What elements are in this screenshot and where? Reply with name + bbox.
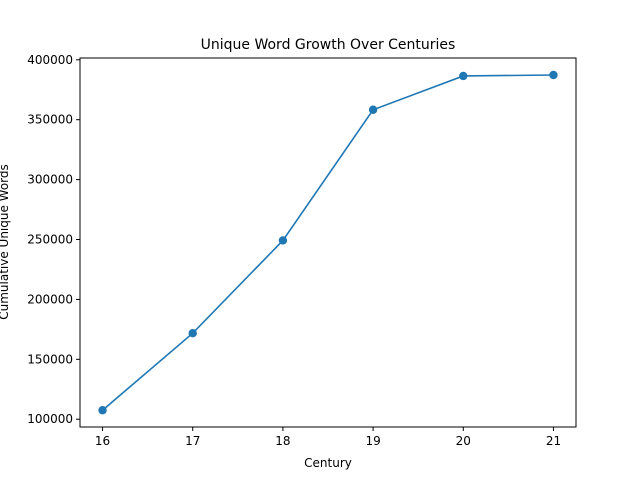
x-tick-label: 17 (185, 434, 200, 448)
data-point (459, 71, 468, 81)
plot-area (80, 58, 576, 427)
x-tick-label: 19 (365, 434, 380, 448)
x-tick-label: 16 (95, 434, 110, 448)
y-tick-label: 350000 (27, 113, 73, 127)
y-tick-label: 300000 (27, 173, 73, 187)
data-point (98, 406, 107, 415)
x-tick-label: 21 (546, 434, 561, 448)
y-tick-label: 400000 (27, 53, 73, 67)
y-tick-label: 200000 (27, 292, 73, 306)
y-tick-label: 150000 (27, 352, 73, 366)
ticks: 16 17 18 19 20 21 100000 150000 200000 250000 3000… (27, 53, 561, 448)
y-axis-label: Cumulative Unique Words (0, 164, 11, 320)
x-tick-label: 18 (275, 434, 290, 448)
x-axis-label: Century (304, 456, 352, 470)
x-tick-label: 20 (456, 434, 471, 448)
data-point (549, 70, 558, 80)
series-line (102, 74, 554, 411)
data-point (188, 328, 197, 338)
series-group (98, 70, 558, 415)
y-tick-label: 250000 (27, 233, 73, 247)
data-point (368, 105, 378, 114)
y-tick-label: 100000 (27, 412, 73, 426)
data-point (278, 236, 288, 245)
plot-frame (79, 57, 577, 428)
chart-title: Unique Word Growth Over Centuries (201, 37, 456, 53)
